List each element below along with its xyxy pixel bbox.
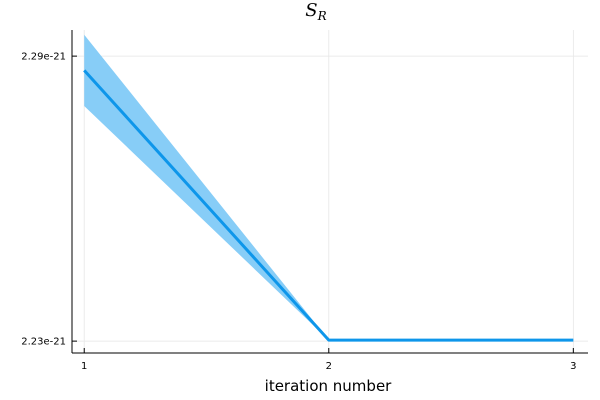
- x-tick-label-2: 2: [326, 361, 332, 372]
- series-1-band: [84, 34, 574, 341]
- grid: [72, 30, 588, 353]
- series-1-line: [83, 69, 574, 342]
- y-tick-label-2: 2.29e-21: [21, 52, 66, 63]
- confidence-band: [84, 34, 574, 341]
- chart-title-main: S: [305, 0, 317, 21]
- ticks: 1 2 3 2.23e-21 2.29e-21: [21, 52, 576, 372]
- x-axis-label: iteration number: [265, 377, 393, 395]
- x-tick-label-3: 3: [570, 361, 576, 372]
- x-tick-label-1: 1: [81, 361, 87, 372]
- y-tick-label-1: 2.23e-21: [21, 337, 66, 348]
- chart-title-subscript: R: [317, 9, 327, 23]
- series-lines: [83, 69, 574, 342]
- axes: [71, 30, 588, 354]
- chart-title: SR: [305, 0, 326, 23]
